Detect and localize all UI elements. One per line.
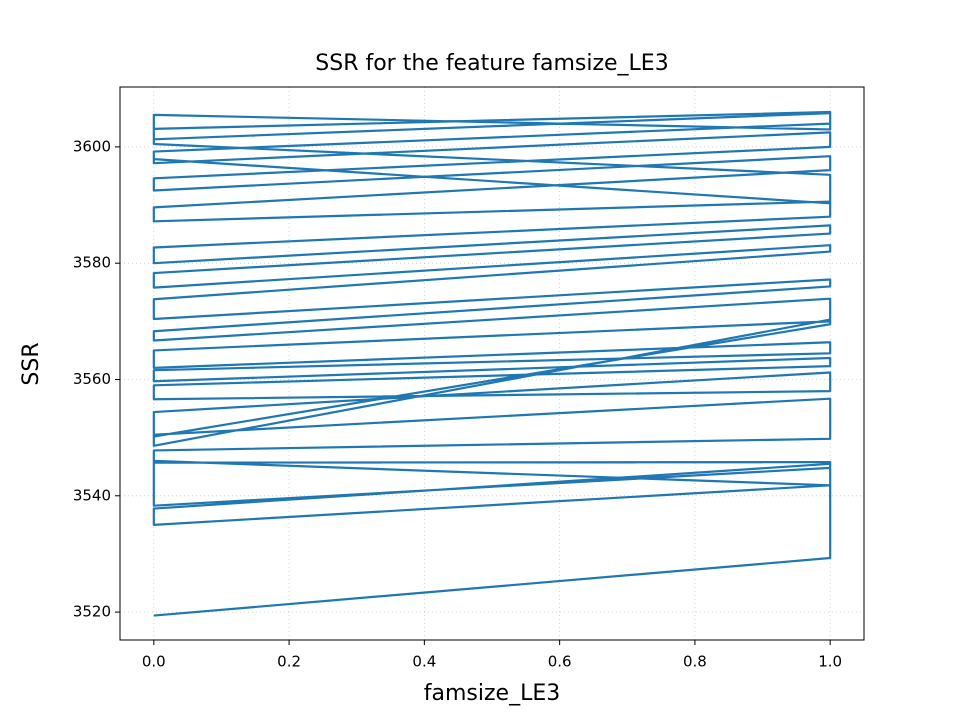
x-tick-label: 0.8 [683,653,707,671]
y-tick-label: 3520 [73,603,111,621]
x-tick-label: 0.6 [548,653,572,671]
y-tick-label: 3580 [73,254,111,272]
y-tick-label: 3560 [73,370,111,388]
y-tick-label: 3540 [73,486,111,504]
x-tick-label: 1.0 [818,653,842,671]
data-line [152,110,832,617]
y-tick-label: 3600 [73,137,111,155]
x-axis-label: famsize_LE3 [424,681,560,706]
x-tick-label: 0.4 [412,653,436,671]
chart-title: SSR for the feature famsize_LE3 [315,51,668,76]
y-axis-label: SSR [19,342,44,385]
x-tick-label: 0.0 [142,653,166,671]
plot-frame [119,86,865,641]
x-tick-label: 0.2 [277,653,301,671]
